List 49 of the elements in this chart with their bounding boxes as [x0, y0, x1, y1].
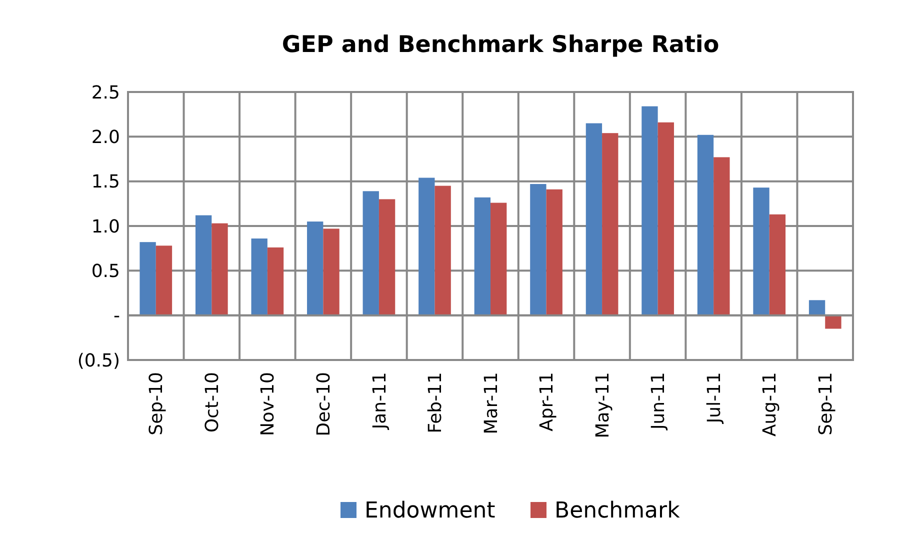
bar — [490, 202, 507, 316]
x-tick-label: Jun-11 — [648, 372, 670, 431]
bar — [658, 122, 674, 316]
x-tick-label: Sep-11 — [815, 372, 836, 436]
y-tick-label: 0.5 — [91, 260, 120, 282]
bar — [602, 133, 618, 316]
legend-label: Endowment — [364, 498, 496, 524]
y-tick-label: 1.0 — [91, 216, 120, 238]
x-tick-label: Dec-10 — [313, 372, 334, 436]
bar — [642, 106, 658, 316]
x-tick-label: Apr-11 — [536, 372, 558, 432]
bar — [362, 191, 379, 316]
bar — [307, 222, 324, 316]
bar — [474, 197, 490, 316]
chart-title: GEP and Benchmark Sharpe Ratio — [282, 32, 720, 58]
bar — [530, 184, 546, 316]
x-tick-label: Sep-10 — [146, 372, 168, 436]
y-tick-label: - — [114, 306, 120, 327]
bar — [140, 242, 156, 316]
y-tick-label: 2.5 — [91, 82, 120, 104]
x-tick-label: Mar-11 — [480, 372, 502, 434]
x-tick-label: Jul-11 — [704, 372, 725, 424]
bar — [769, 214, 786, 316]
bar — [714, 157, 730, 316]
legend-label: Benchmark — [554, 498, 680, 524]
bar — [195, 215, 212, 316]
bar — [251, 238, 268, 316]
bar — [156, 246, 172, 316]
bar — [434, 186, 451, 316]
x-tick-label: Aug-11 — [760, 372, 781, 437]
bar — [697, 134, 714, 316]
bar — [212, 223, 228, 316]
x-tick-label: Nov-10 — [258, 372, 279, 436]
bar — [753, 188, 770, 316]
bar — [267, 247, 284, 316]
bar — [546, 189, 562, 316]
bar — [808, 300, 826, 316]
y-tick-label: 2.0 — [91, 126, 120, 148]
bar — [378, 199, 396, 316]
y-tick-label: 1.5 — [91, 172, 120, 193]
bar — [586, 123, 602, 316]
x-tick-label: Feb-11 — [425, 372, 446, 434]
y-tick-label: (0.5) — [77, 350, 120, 372]
bar — [825, 315, 842, 329]
bar — [418, 178, 435, 316]
x-tick-label: May-11 — [592, 372, 614, 438]
x-tick-label: Oct-10 — [202, 372, 223, 433]
x-tick-label: Jan-11 — [369, 372, 390, 430]
bar — [323, 228, 340, 316]
